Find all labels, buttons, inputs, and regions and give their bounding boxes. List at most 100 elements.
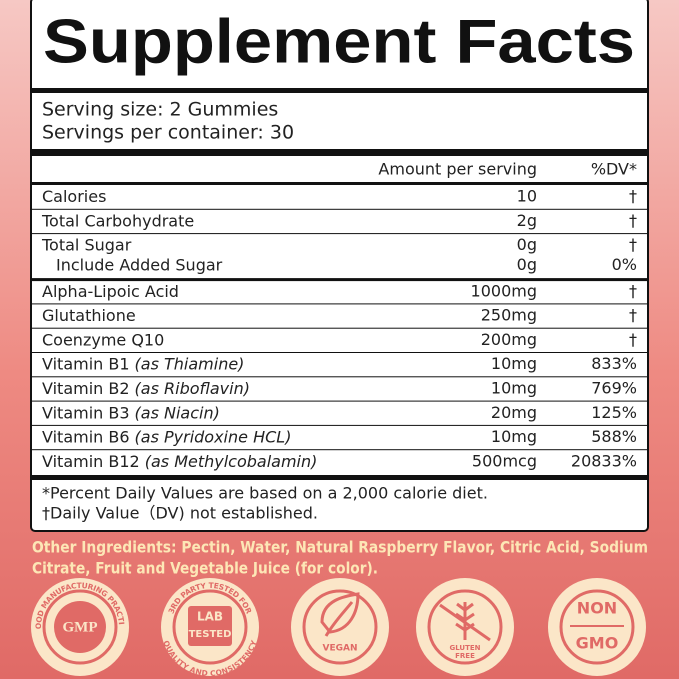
- row-rule: [31, 233, 648, 235]
- nutrient-name: Glutathione: [42, 306, 136, 325]
- lab-box: [188, 606, 232, 646]
- title: Supplement Facts: [43, 7, 635, 76]
- row-rule: [31, 352, 648, 353]
- nutrient-name: Calories: [42, 187, 106, 206]
- daily-value: †: [629, 306, 637, 325]
- column-header: %DV*: [591, 160, 637, 179]
- amount: 10mg: [491, 378, 537, 397]
- servings-per-container: Servings per container: 30: [42, 122, 294, 144]
- badge-ring: [427, 589, 503, 665]
- nutrient: Calories: [42, 187, 106, 206]
- badge-text: GMP: [63, 619, 98, 635]
- daily-value: †: [629, 211, 637, 230]
- row-rule: [31, 303, 648, 305]
- nutrient-name: Include Added Sugar: [56, 255, 223, 274]
- nutrient-name: Alpha-Lipoic Acid: [42, 281, 179, 300]
- nutrient: Vitamin B3: [42, 403, 130, 422]
- daily-value: †: [629, 235, 637, 254]
- badge-text: NON: [577, 599, 617, 618]
- amount: 1000mg: [471, 281, 537, 300]
- daily-value: †: [629, 330, 637, 349]
- amount: 250mg: [481, 306, 537, 325]
- amount: 200mg: [481, 330, 537, 349]
- badge-text: GLUTEN: [449, 644, 480, 652]
- footnotes: *Percent Daily Values are based on a 2,0…: [42, 484, 488, 523]
- badge-ring: [559, 589, 635, 665]
- footnote: *Percent Daily Values are based on a 2,0…: [42, 484, 488, 503]
- nutrient-name: Total Carbohydrate: [41, 211, 194, 230]
- row-rule: [31, 449, 648, 451]
- nutrient: Total Carbohydrate: [41, 211, 194, 230]
- nutrient: Vitamin B2: [42, 378, 130, 397]
- amount: 0g: [517, 255, 537, 274]
- nutrient-source: (as Pyridoxine HCL): [135, 427, 292, 446]
- badge-text: GMO: [576, 634, 619, 653]
- nutrient-source: (as Niacin): [135, 403, 220, 422]
- ingredients-line: Citrate, Fruit and Vegetable Juice (for …: [32, 559, 378, 578]
- nutrient-name: Vitamin B2 (as Riboflavin): [42, 378, 250, 397]
- facts-panel: [30, 0, 649, 532]
- other-ingredients: Other Ingredients: Pectin, Water, Natura…: [32, 538, 648, 578]
- amount: 10: [517, 187, 537, 206]
- table-rows: Calories 10 † Total Carbohydrate 2g † Total Su…: [31, 187, 648, 480]
- badge-ring: [42, 589, 118, 665]
- daily-value: 769%: [591, 378, 637, 397]
- nutrient-source: (as Riboflavin): [135, 378, 250, 397]
- row-rule: [31, 327, 648, 329]
- rule: [31, 475, 648, 480]
- badge-center: [54, 601, 106, 653]
- wheat-icon: [439, 602, 491, 642]
- badge-ring: [172, 589, 248, 665]
- nutrient: Vitamin B12: [42, 451, 140, 470]
- amount: 20mg: [491, 403, 537, 422]
- daily-value: 588%: [591, 427, 637, 446]
- nutrient-source: (as Methylcobalamin): [145, 451, 318, 470]
- amount: 0g: [517, 235, 537, 254]
- nutrient: Glutathione: [42, 306, 136, 325]
- nutrient-name: Vitamin B6 (as Pyridoxine HCL): [42, 427, 291, 446]
- badge-text: LAB: [197, 610, 223, 624]
- daily-value: †: [629, 187, 637, 206]
- nutrient-name: Vitamin B12 (as Methylcobalamin): [42, 451, 317, 470]
- nutrient: Alpha-Lipoic Acid: [42, 281, 179, 300]
- amount: 10mg: [491, 354, 537, 373]
- amount: 500mcg: [472, 451, 537, 470]
- badge-ring: [302, 589, 378, 665]
- badge-text: VEGAN: [323, 644, 358, 654]
- serving-size: Serving size: 2 Gummies: [42, 99, 278, 121]
- badge-text: FREE: [455, 652, 475, 660]
- nutrient-name: Total Sugar: [41, 235, 132, 254]
- nutrient: Coenzyme Q10: [42, 330, 164, 349]
- daily-value: 0%: [612, 255, 637, 274]
- nutrient: Total Sugar: [41, 235, 132, 254]
- nutrient: Vitamin B6: [42, 427, 130, 446]
- nutrient-name: Coenzyme Q10: [42, 330, 164, 349]
- ingredients-line: Other Ingredients: Pectin, Water, Natura…: [32, 538, 648, 557]
- daily-value: 20833%: [571, 451, 637, 470]
- column-header: Amount per serving: [378, 160, 537, 179]
- row-rule: [31, 208, 648, 210]
- footnote: †Daily Value（DV) not established.: [42, 504, 318, 523]
- rule: [31, 88, 648, 93]
- daily-value: 125%: [591, 403, 637, 422]
- rule: [31, 182, 648, 185]
- badge-outer: [291, 578, 389, 676]
- nutrient-name: Vitamin B3 (as Niacin): [42, 403, 220, 422]
- daily-value: †: [629, 281, 637, 300]
- daily-value: 833%: [591, 354, 637, 373]
- nutrient: Include Added Sugar: [56, 255, 223, 274]
- row-rule: [31, 424, 648, 426]
- row-rule: [31, 376, 648, 378]
- rule: [31, 149, 648, 156]
- nutrient: Vitamin B1: [42, 354, 130, 373]
- row-rule: [31, 400, 648, 402]
- amount: 2g: [517, 211, 537, 230]
- amount: 10mg: [491, 427, 537, 446]
- nutrient-name: Vitamin B1 (as Thiamine): [42, 354, 244, 373]
- leaf-icon: [320, 592, 360, 637]
- badge-text: TESTED: [189, 629, 232, 640]
- row-rule: [31, 278, 648, 282]
- nutrient-source: (as Thiamine): [135, 354, 245, 373]
